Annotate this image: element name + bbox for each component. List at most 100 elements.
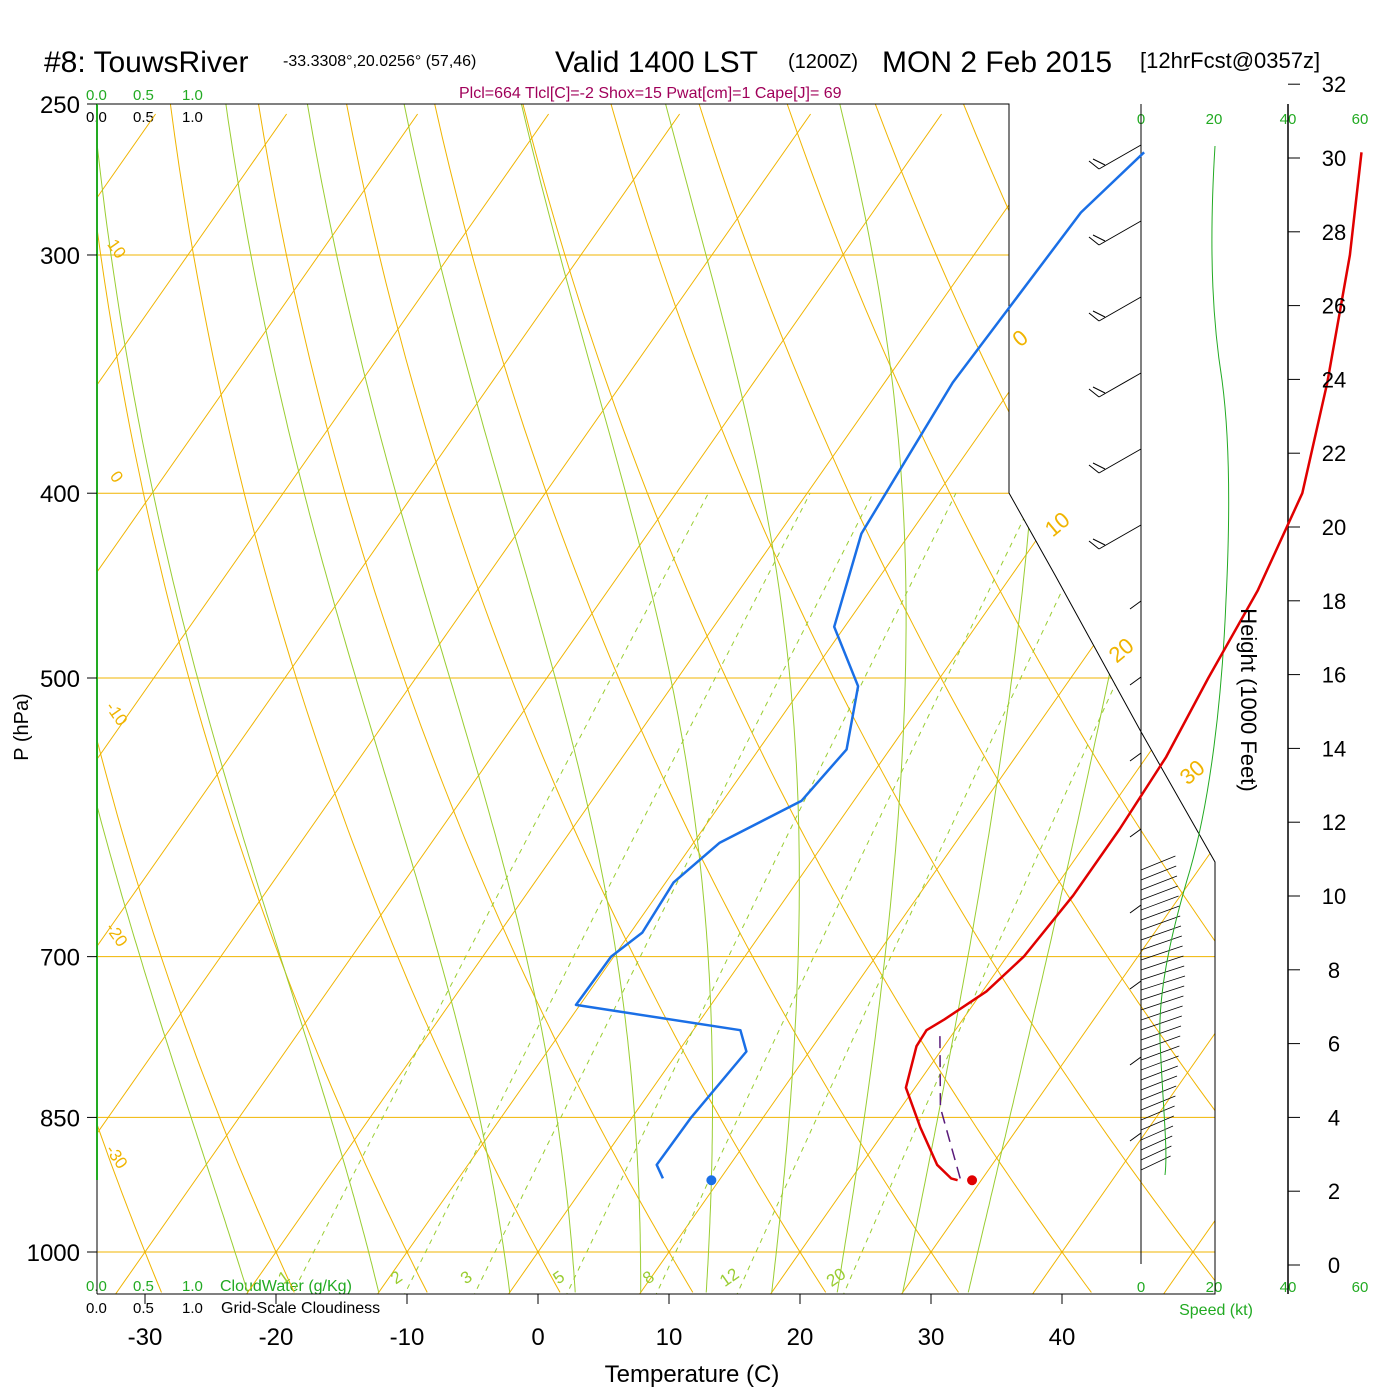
moist-adiabat-20	[665, 104, 800, 1293]
wind-barb-shaft	[1129, 1056, 1142, 1066]
pressure-tick-label-5: 850	[40, 1105, 80, 1132]
dewpoint-profile-line	[574, 151, 1145, 1179]
wind-barb-shaft	[1098, 296, 1142, 322]
wind-barb-lowlevel	[1140, 1085, 1177, 1101]
temperature-profile-line	[904, 152, 1363, 1182]
wind-barb-lowlevel	[1140, 905, 1180, 921]
height-tick-label-3: 6	[1328, 1032, 1340, 1057]
wind-barb-flag	[1088, 464, 1100, 474]
dry-adiabat-label-4: -30	[102, 1141, 132, 1172]
series-layer	[574, 151, 1363, 1186]
cloud-cover-scale-top-1: 0.5	[133, 109, 154, 126]
wind-barb-lowlevel	[1140, 1015, 1182, 1031]
wind-barb	[1088, 144, 1142, 170]
isotherm-10	[639, 113, 1215, 1294]
temperature-tick-label-3: 0	[531, 1324, 544, 1351]
wind-barb-shaft	[1098, 220, 1142, 246]
height-tick-label-0: 0	[1328, 1253, 1340, 1278]
dry-adiabat-80	[874, 104, 1215, 1293]
dry-adiabat-0	[169, 104, 561, 1293]
mixing-ratio-line-8	[645, 492, 1037, 1294]
cloud-cover-label: Grid-Scale Cloudiness	[221, 1300, 380, 1317]
dry-adiabat-20	[346, 104, 827, 1293]
dry-adiabat--30	[97, 104, 162, 1293]
cloud-water-label: CloudWater (g/Kg)	[220, 1278, 352, 1295]
moist-adiabat-15	[520, 104, 713, 1293]
dry-adiabat-50	[610, 104, 1215, 1293]
y-axis-right-label: Height (1000 Feet)	[1236, 608, 1261, 791]
temperature-tick-label-4: 10	[656, 1324, 683, 1351]
wind-barb	[1129, 980, 1142, 990]
height-tick-label-7: 14	[1322, 736, 1346, 761]
y-axis-left-label: P (hPa)	[11, 693, 33, 760]
mixing-ratio-line-3	[463, 492, 874, 1294]
wind-barb-flag	[1088, 236, 1100, 246]
cloud-cover-scale-bottom-1: 0.5	[133, 1300, 154, 1317]
wind-barb	[1088, 296, 1142, 322]
moist-adiabat-label-2: 20	[1104, 633, 1139, 668]
wind-barbs	[1088, 144, 1186, 1171]
wind-barb-lowlevel	[1140, 885, 1178, 901]
moist-adiabat-10	[403, 104, 642, 1293]
height-tick-label-13: 26	[1322, 294, 1346, 319]
cloud-water-scale-bottom-2: 1.0	[182, 1278, 203, 1295]
wind-barb-lowlevel	[1140, 1095, 1176, 1111]
surface-dewpoint-point	[706, 1175, 717, 1186]
height-tick-label-15: 30	[1322, 146, 1346, 171]
dry-adiabat-60	[698, 104, 1215, 1293]
valid-time: Valid 1400 LST	[555, 46, 758, 79]
temperature-tick-label-7: 40	[1049, 1324, 1076, 1351]
mixing-ratio-line-20	[833, 492, 1204, 1294]
wind-barb-lowlevel	[1140, 875, 1178, 891]
isotherm--20	[246, 113, 1074, 1294]
height-tick-label-8: 16	[1322, 663, 1346, 688]
pressure-tick-label-0: 250	[40, 92, 80, 119]
height-tick-label-14: 28	[1322, 220, 1346, 245]
isotherm--30	[115, 113, 943, 1294]
wind-barb-flag	[1092, 538, 1106, 546]
mixing-ratio-label-3: 5	[550, 1267, 569, 1288]
height-tick-label-12: 24	[1322, 367, 1346, 392]
wind-barb	[1088, 220, 1142, 246]
wind-speed-axis-label: Speed (kt)	[1179, 1302, 1253, 1319]
utc-time: (1200Z)	[788, 51, 858, 73]
wind-barb-lowlevel	[1140, 995, 1184, 1011]
station-coords: -33.3308°,20.0256° (57,46)	[283, 53, 476, 70]
mixing-ratio-label-6: 20	[823, 1264, 849, 1290]
mixing-ratio-label-5: 12	[716, 1264, 742, 1290]
wind-barb-lowlevel	[1140, 855, 1176, 871]
wind-barb-shaft	[1129, 828, 1142, 838]
moist-adiabat-label-3: 30	[1175, 755, 1210, 790]
wind-barb-shaft	[1098, 524, 1142, 550]
wind-speed-profile	[1159, 145, 1230, 1176]
wind-barb-lowlevel	[1140, 915, 1181, 931]
isotherm-30	[901, 113, 1215, 1294]
wind-speed-scale-bottom: 0 20 40 60 Speed (kt)	[1137, 1279, 1369, 1319]
cloud-water-scale-top-2: 1.0	[182, 87, 203, 104]
moist-adiabat--10	[97, 104, 380, 1293]
dry-adiabat-label-0: 10	[103, 236, 129, 262]
wind-barb-flag	[1092, 386, 1106, 394]
wind-barb-flag	[1088, 540, 1100, 550]
wind-barb-lowlevel	[1140, 975, 1186, 991]
mixing-ratio-line-2	[393, 492, 811, 1294]
wind-barb	[1129, 1056, 1142, 1066]
forecast-label: [12hrFcst@0357z]	[1140, 48, 1320, 73]
wind-barb-lowlevel	[1140, 1105, 1175, 1121]
wind-barb	[1129, 752, 1142, 762]
wind-barb-shaft	[1098, 144, 1142, 170]
dry-adiabat-30	[434, 104, 959, 1293]
pressure-tick-label-2: 400	[40, 481, 80, 508]
cloud-legend-bottom: 0.0 0.5 1.0 CloudWater (g/Kg) 0.0 0.5 1.…	[86, 1278, 380, 1317]
wind-barb-lowlevel	[1140, 945, 1183, 961]
temperature-tick-label-5: 20	[787, 1324, 814, 1351]
moist-adiabat-30	[902, 104, 1041, 1293]
mixing-ratio-line-12	[726, 492, 1109, 1294]
dry-adiabat-110	[1139, 104, 1215, 1293]
x-axis-label: Temperature (C)	[605, 1361, 780, 1388]
height-tick-label-10: 20	[1322, 515, 1346, 540]
valid-date: MON 2 Feb 2015	[882, 46, 1112, 79]
cloud-cover-scale-bottom-0: 0.0	[86, 1300, 107, 1317]
